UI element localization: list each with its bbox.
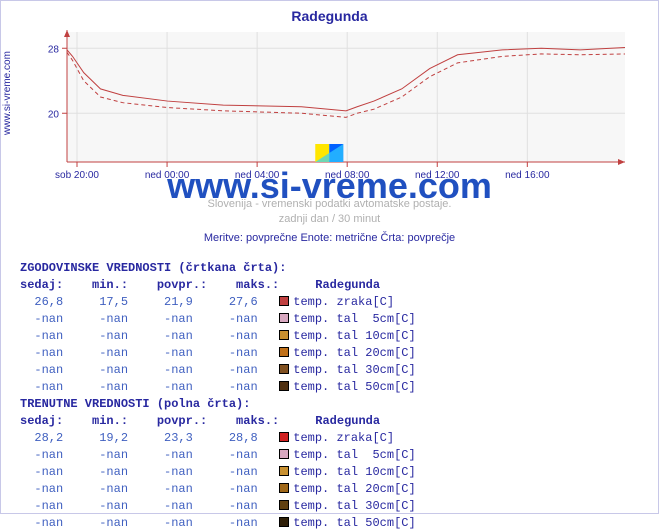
data-row: -nan -nan -nan -nan temp. tal 10cm[C] [20, 328, 416, 345]
svg-text:ned 12:00: ned 12:00 [415, 170, 460, 181]
chart-area: 20 28 sob 20:00 ned 00:00 ned 04:00 ned 08:00… [35, 30, 625, 182]
section-header: ZGODOVINSKE VREDNOSTI (črtkana črta): [20, 260, 416, 277]
color-swatch [279, 466, 289, 476]
source-url-vertical: www.si-vreme.com [2, 51, 13, 135]
section-header: TRENUTNE VREDNOSTI (polna črta): [20, 396, 416, 413]
line-chart: 20 28 sob 20:00 ned 00:00 ned 04:00 ned 08:00… [35, 30, 625, 204]
color-swatch [279, 364, 289, 374]
svg-text:20: 20 [48, 109, 60, 120]
color-swatch [279, 330, 289, 340]
column-header: sedaj: min.: povpr.: maks.: Radegunda [20, 413, 416, 430]
data-row: -nan -nan -nan -nan temp. tal 20cm[C] [20, 481, 416, 498]
column-header: sedaj: min.: povpr.: maks.: Radegunda [20, 277, 416, 294]
color-swatch [279, 381, 289, 391]
color-swatch [279, 296, 289, 306]
subtitle-2: zadnji dan / 30 minut [0, 213, 659, 225]
data-row: -nan -nan -nan -nan temp. tal 30cm[C] [20, 498, 416, 515]
svg-text:28: 28 [48, 44, 60, 55]
data-row: 28,2 19,2 23,3 28,8 temp. zraka[C] [20, 430, 416, 447]
color-swatch [279, 432, 289, 442]
subtitle-1: Slovenija - vremenski podatki avtomatske… [0, 198, 659, 210]
color-swatch [279, 500, 289, 510]
data-row: -nan -nan -nan -nan temp. tal 30cm[C] [20, 362, 416, 379]
color-swatch [279, 449, 289, 459]
data-row: -nan -nan -nan -nan temp. tal 5cm[C] [20, 311, 416, 328]
data-row: -nan -nan -nan -nan temp. tal 20cm[C] [20, 345, 416, 362]
data-row: 26,8 17,5 21,9 27,6 temp. zraka[C] [20, 294, 416, 311]
subtitle-3: Meritve: povprečne Enote: metrične Črta:… [0, 232, 659, 244]
data-row: -nan -nan -nan -nan temp. tal 50cm[C] [20, 515, 416, 532]
svg-text:ned 08:00: ned 08:00 [325, 170, 370, 181]
svg-text:sob 20:00: sob 20:00 [55, 170, 99, 181]
color-swatch [279, 313, 289, 323]
data-tables: ZGODOVINSKE VREDNOSTI (črtkana črta):sed… [20, 260, 416, 532]
svg-text:ned 00:00: ned 00:00 [145, 170, 190, 181]
color-swatch [279, 517, 289, 527]
color-swatch [279, 483, 289, 493]
svg-text:ned 04:00: ned 04:00 [235, 170, 280, 181]
data-row: -nan -nan -nan -nan temp. tal 5cm[C] [20, 447, 416, 464]
svg-text:ned 16:00: ned 16:00 [505, 170, 550, 181]
color-swatch [279, 347, 289, 357]
data-row: -nan -nan -nan -nan temp. tal 10cm[C] [20, 464, 416, 481]
data-row: -nan -nan -nan -nan temp. tal 50cm[C] [20, 379, 416, 396]
